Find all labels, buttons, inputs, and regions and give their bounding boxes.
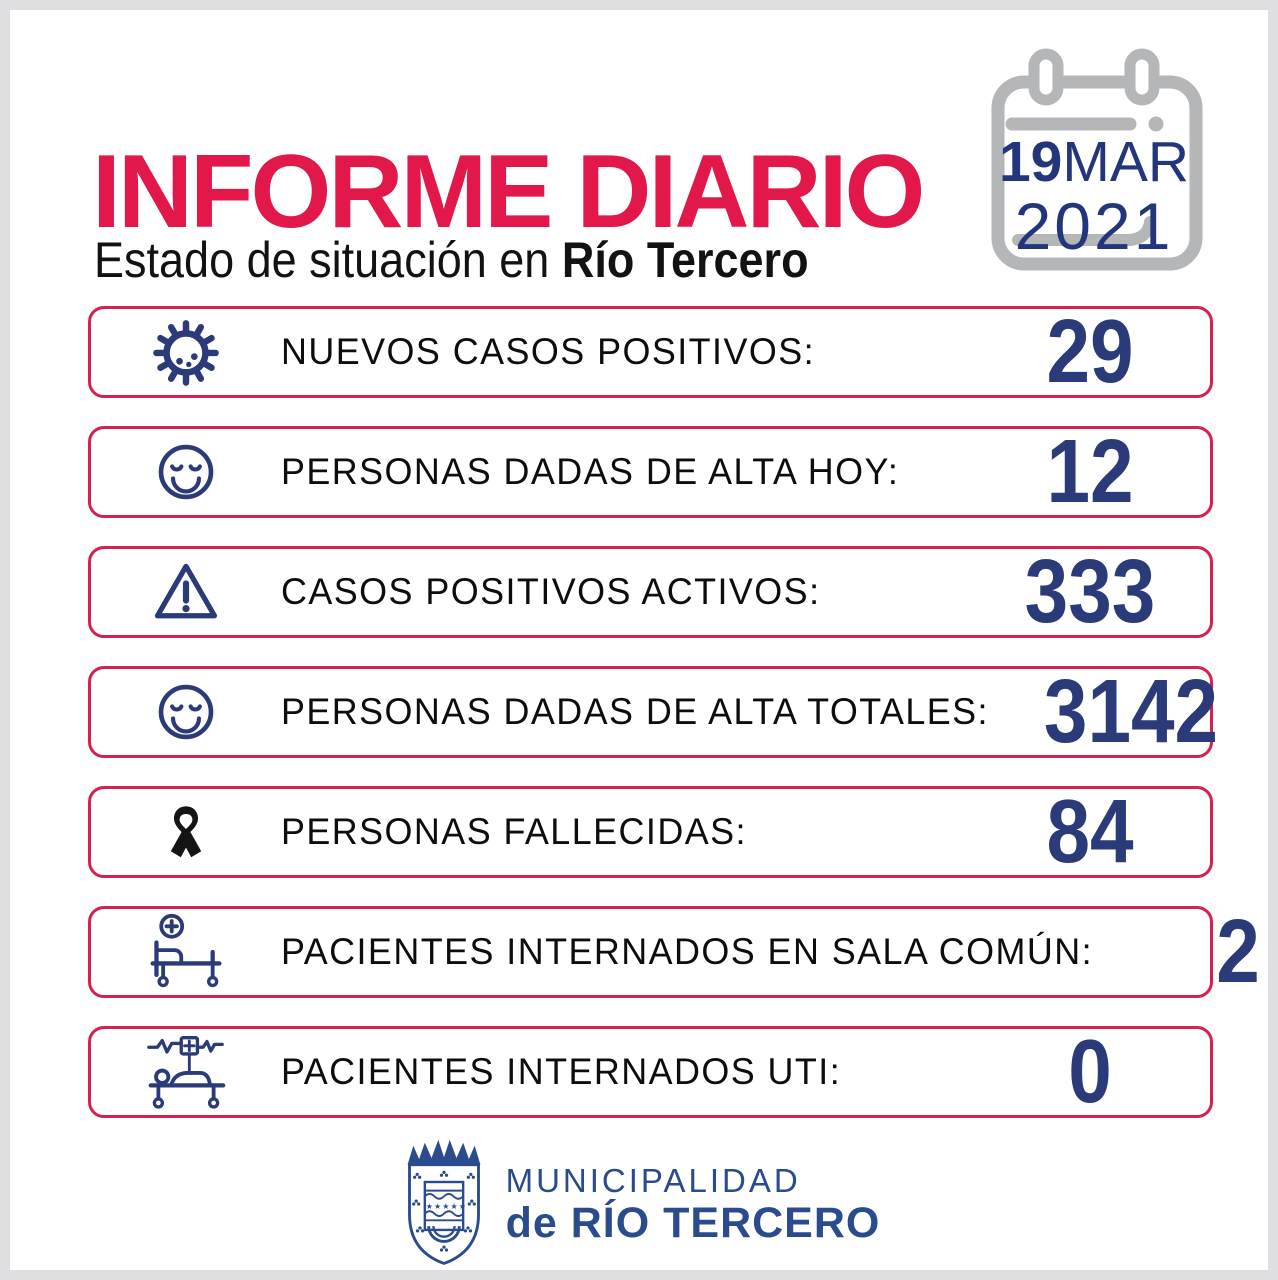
report-date: 19MAR 2021 — [986, 134, 1202, 263]
stat-label: CASOS POSITIVOS ACTIVOS: — [281, 571, 821, 612]
page-subtitle: Estado de situación en Río Tercero — [94, 232, 809, 290]
stat-value: 333 — [1024, 542, 1156, 642]
date-day: 19 — [998, 130, 1063, 194]
page-title: INFORME DIARIO — [92, 134, 925, 250]
virus-icon — [153, 320, 219, 386]
warning-icon — [154, 563, 218, 619]
shield-stars: ★★★★★ — [425, 1202, 466, 1211]
stat-row-casos-activos: CASOS POSITIVOS ACTIVOS: 333 — [88, 546, 1213, 638]
icu-bed-icon — [147, 1036, 226, 1109]
stat-label: PERSONAS DADAS DE ALTA HOY: — [281, 451, 900, 492]
subtitle-prefix: Estado de situación en — [94, 232, 562, 288]
shield-ornaments — [411, 1170, 476, 1252]
date-month: MAR — [1062, 130, 1190, 194]
calendar-icon — [991, 48, 1203, 271]
stat-value: 0 — [1068, 1022, 1112, 1122]
stat-value: 3142 — [1043, 662, 1218, 762]
smiley-icon — [158, 444, 214, 500]
stat-label: PACIENTES INTERNADOS UTI: — [281, 1051, 842, 1092]
stat-value: 2 — [1216, 902, 1260, 1002]
stat-value: 84 — [1046, 782, 1134, 882]
stat-label: PERSONAS FALLECIDAS: — [281, 811, 747, 852]
municipal-shield-logo: ★★★★★ — [407, 1139, 481, 1265]
smiley-icon — [158, 684, 214, 740]
hospital-bed-icon — [150, 913, 222, 988]
stat-row-altas-hoy: PERSONAS DADAS DE ALTA HOY: 12 — [88, 426, 1213, 518]
stat-label: PACIENTES INTERNADOS EN SALA COMÚN: — [281, 931, 1094, 972]
stat-row-fallecidas: PERSONAS FALLECIDAS: 84 — [88, 786, 1213, 878]
mourning-ribbon-icon — [170, 806, 202, 858]
stat-row-nuevos-casos: NUEVOS CASOS POSITIVOS: 29 — [88, 306, 1213, 398]
date-year: 2021 — [1014, 189, 1174, 263]
stat-row-altas-totales: PERSONAS DADAS DE ALTA TOTALES: 3142 — [88, 666, 1218, 758]
stat-label: PERSONAS DADAS DE ALTA TOTALES: — [281, 691, 989, 732]
stat-row-internados-sala-comun: PACIENTES INTERNADOS EN SALA COMÚN: 2 — [88, 906, 1260, 998]
org-name: MUNICIPALIDAD de RÍO TERCERO — [505, 1162, 881, 1247]
stat-label: NUEVOS CASOS POSITIVOS: — [281, 331, 816, 372]
org-name-line2: de RÍO TERCERO — [505, 1198, 881, 1247]
org-name-line1: MUNICIPALIDAD — [505, 1162, 801, 1200]
stat-row-internados-uti: PACIENTES INTERNADOS UTI: 0 — [88, 1026, 1213, 1118]
calendar-date-badge: 19MAR 2021 — [980, 44, 1220, 284]
footer: ★★★★★ MUNICIPALIDAD de RÍO TERCERO — [10, 1136, 1268, 1270]
stat-value: 29 — [1046, 302, 1134, 402]
stat-value: 12 — [1046, 422, 1134, 522]
subtitle-city: Río Tercero — [561, 232, 809, 288]
